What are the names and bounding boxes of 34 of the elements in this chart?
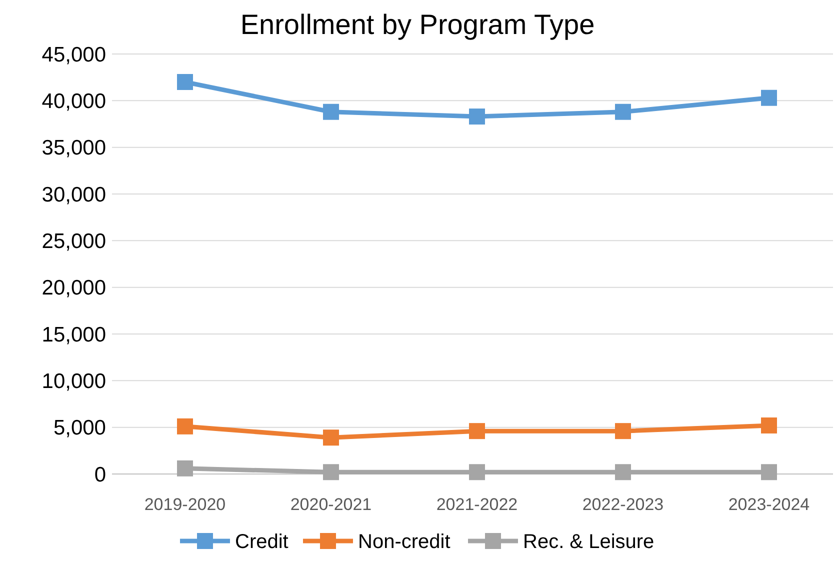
point [761, 417, 777, 434]
point [469, 423, 485, 440]
point [323, 464, 339, 480]
point [469, 464, 485, 480]
y-tick-label: 20,000 [42, 276, 106, 300]
y-tick-label: 25,000 [42, 230, 106, 254]
point [323, 104, 339, 120]
x-tick-label: 2019-2020 [144, 495, 226, 514]
point [761, 90, 777, 106]
point [615, 423, 631, 440]
legend-label: Non-credit [358, 531, 451, 553]
point [323, 430, 339, 446]
point [615, 464, 631, 480]
point [177, 74, 193, 90]
point [469, 108, 485, 125]
y-tick-label: 10,000 [42, 370, 106, 394]
legend-label: Rec. & Leisure [523, 531, 654, 553]
y-tick-label: 35,000 [42, 136, 106, 160]
y-tick-label: 45,000 [42, 43, 106, 66]
chart-title: Enrollment by Program Type [240, 9, 595, 40]
y-tick-label: 40,000 [42, 90, 106, 114]
legend-label: Credit [235, 531, 289, 553]
x-tick-label: 2022-2023 [582, 495, 664, 514]
x-tick-label: 2020-2021 [290, 495, 372, 514]
point [615, 104, 631, 120]
point [177, 418, 193, 434]
x-tick-label: 2023-2024 [728, 495, 810, 514]
y-tick-label: 15,000 [42, 323, 106, 346]
y-tick-label: 30,000 [42, 183, 106, 206]
y-tick-label: 0 [94, 463, 106, 486]
point [177, 460, 193, 476]
point [761, 464, 777, 480]
y-tick-label: 5,000 [53, 416, 106, 440]
x-tick-label: 2021-2022 [436, 495, 518, 514]
